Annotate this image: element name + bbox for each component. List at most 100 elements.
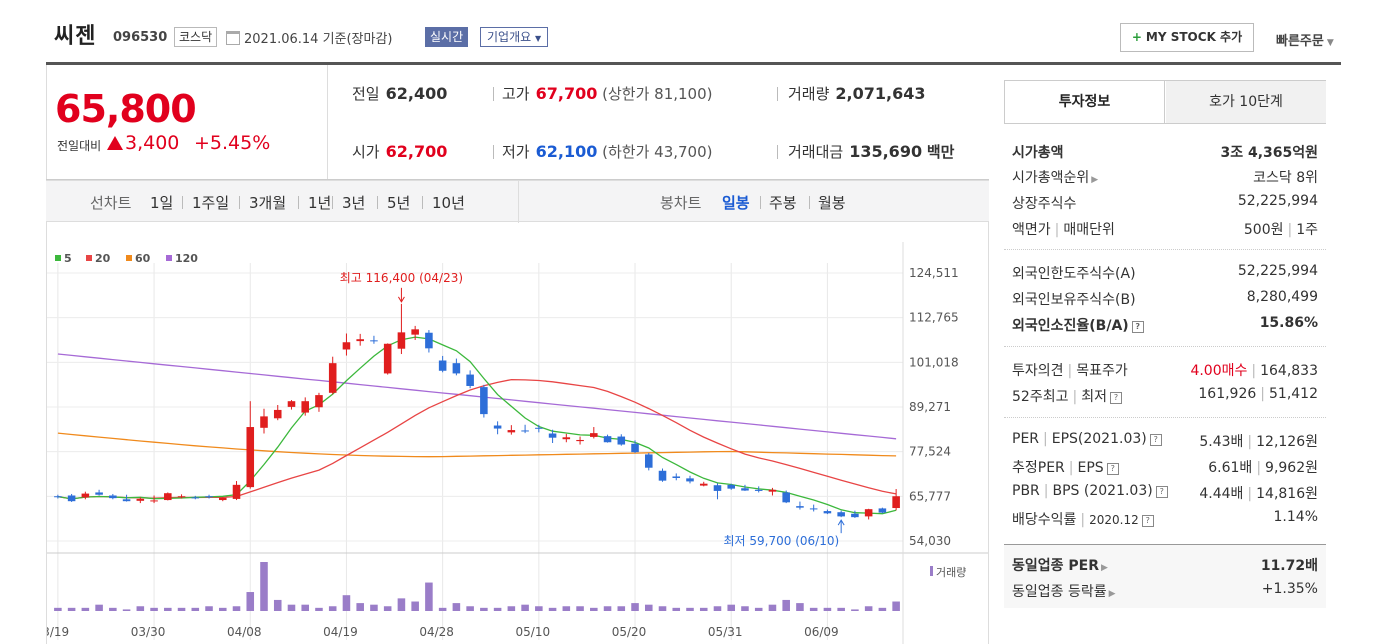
tab-3m[interactable]: 3개월 <box>249 194 287 212</box>
legend-label-5: 5 <box>64 252 72 265</box>
tab-5y[interactable]: 5년 <box>387 194 411 212</box>
foreign-hold-label: 외국인보유주식수(B) <box>1012 292 1136 308</box>
unit-label: 매매단위 <box>1063 222 1115 238</box>
tab-10y[interactable]: 10년 <box>432 194 465 212</box>
candle-body <box>260 416 268 428</box>
candle-body <box>493 425 502 429</box>
foreign-ratio-row: 외국인소진율(B/A)? 15.86% <box>1012 315 1318 339</box>
target-value: 164,833 <box>1260 363 1318 379</box>
industry-per-row[interactable]: 동일업종 PER ▶ 11.72배 <box>1012 555 1318 579</box>
est-per-row: 추정PER | EPS? 6.61배 | 9,962원 <box>1012 460 1318 476</box>
divider <box>760 196 761 209</box>
pbr-value: 4.44배 <box>1199 486 1244 502</box>
corp-info-dropdown[interactable]: 기업개요 ▼ <box>480 27 549 47</box>
candle-body <box>425 332 433 349</box>
shares-value: 52,225,994 <box>1237 193 1318 209</box>
per-value: 5.43배 <box>1199 434 1244 450</box>
volume: 거래량 2,071,643 <box>788 83 926 104</box>
cap-rank-label: 시가총액순위 <box>1012 170 1090 186</box>
legend-label-20: 20 <box>95 252 111 265</box>
candle-body <box>246 427 255 488</box>
volume-bar <box>356 603 364 611</box>
price-summary: 65,800 전일대비 3,400 +5.45% 전일 62,400 고가 67,7… <box>46 65 989 180</box>
help-icon[interactable]: ? <box>1131 321 1144 333</box>
chevron-right-icon: ▶ <box>1108 589 1116 599</box>
legend-swatch-5 <box>55 255 61 261</box>
w52-high-value: 161,926 <box>1198 386 1257 402</box>
divider <box>777 145 778 159</box>
opinion-label: 투자의견 <box>1012 363 1064 379</box>
tab-3y[interactable]: 3년 <box>342 194 366 212</box>
cap-rank-row[interactable]: 시가총액순위 ▶ 코스닥 8위 <box>1012 167 1318 191</box>
y-tick-label: 124,511 <box>909 266 959 280</box>
w52-low-value: 51,412 <box>1269 386 1318 402</box>
industry-per-label: 동일업종 PER <box>1012 558 1099 574</box>
max-price-annotation: 최고 116,400 (04/23) <box>340 271 463 285</box>
volume-bar <box>521 604 529 611</box>
opinion-row: 투자의견 | 목표주가 4.00매수 | 164,833 <box>1012 363 1318 379</box>
volume-bar <box>699 607 708 611</box>
volume-bar <box>466 606 474 611</box>
tab-1w[interactable]: 1주일 <box>192 194 230 212</box>
dividend-row: 배당수익률 | 2020.12? 1.14% <box>1012 509 1318 528</box>
open-price: 시가 62,700 <box>352 141 447 162</box>
volume-bar <box>590 607 598 611</box>
prev-close: 전일 62,400 <box>352 83 447 104</box>
candlestick-chart: 5 20 60 120 03/19 03/30 04/08 04/19 04/28 05/10 05… <box>35 222 989 644</box>
tab-monthly[interactable]: 월봉 <box>818 194 846 212</box>
candle-body <box>713 485 722 491</box>
foreign-ratio-label: 외국인소진율(B/A) <box>1012 318 1129 334</box>
help-icon[interactable]: ? <box>1155 486 1168 498</box>
industry-rate-value: +1.35% <box>1261 581 1318 597</box>
candle-body <box>603 436 612 443</box>
ma-line-20 <box>57 378 897 500</box>
ma-line-60 <box>57 432 897 458</box>
realtime-button[interactable]: 실시간 <box>425 27 469 47</box>
x-tick-label: 05/31 <box>708 625 743 639</box>
candle-body <box>562 437 571 440</box>
candle-body <box>768 489 777 492</box>
help-icon[interactable]: ? <box>1149 434 1162 446</box>
help-icon[interactable]: ? <box>1141 515 1154 527</box>
help-icon[interactable]: ? <box>1109 392 1122 404</box>
candle-body <box>232 484 241 499</box>
divider <box>1004 417 1326 418</box>
volume-bar <box>617 606 626 611</box>
help-icon[interactable]: ? <box>1106 463 1119 475</box>
foreign-hold-row: 외국인보유주식수(B) 8,280,499 <box>1012 289 1318 313</box>
mystock-add-button[interactable]: + MY STOCK 추가 <box>1120 23 1254 52</box>
tab-1y[interactable]: 1년 <box>308 194 332 212</box>
upper-limit: (상한가 81,100) <box>602 85 713 103</box>
tab-orderbook[interactable]: 호가 10단계 <box>1166 81 1326 123</box>
market-badge: 코스닥 <box>174 27 218 47</box>
volume-bar <box>727 604 736 611</box>
tab-1d[interactable]: 1일 <box>150 194 174 212</box>
x-tick-label: 06/09 <box>804 625 839 639</box>
volume-bar <box>246 592 255 611</box>
volume-bar <box>603 606 612 611</box>
volume-bar <box>315 607 323 611</box>
candle-body <box>823 511 832 514</box>
day-high-value: 67,700 <box>535 84 598 103</box>
candle-body <box>548 433 557 438</box>
candle-body <box>699 483 708 486</box>
max-arrow-head <box>397 296 405 303</box>
candle-body <box>315 395 323 408</box>
divider <box>1004 346 1326 347</box>
volume-bar <box>823 607 832 611</box>
quick-order-link[interactable]: 빠른주문 ▼ <box>1276 30 1334 49</box>
industry-rate-row[interactable]: 동일업종 등락률 ▶ +1.35% <box>1012 581 1318 605</box>
eps-label: EPS(2021.03) <box>1051 431 1147 447</box>
volume-bar <box>837 607 845 611</box>
tab-weekly[interactable]: 주봉 <box>769 194 797 212</box>
tabs-divider <box>518 181 519 223</box>
volume-bar <box>287 604 296 611</box>
candle-body <box>892 496 900 509</box>
candle-body <box>328 363 337 393</box>
price-change: 3,400 <box>107 132 179 154</box>
divider <box>182 196 183 209</box>
volume-bar <box>205 606 213 611</box>
tab-daily[interactable]: 일봉 <box>722 194 750 212</box>
tab-investment-info[interactable]: 투자정보 <box>1005 81 1165 123</box>
volume-bar <box>493 607 502 611</box>
